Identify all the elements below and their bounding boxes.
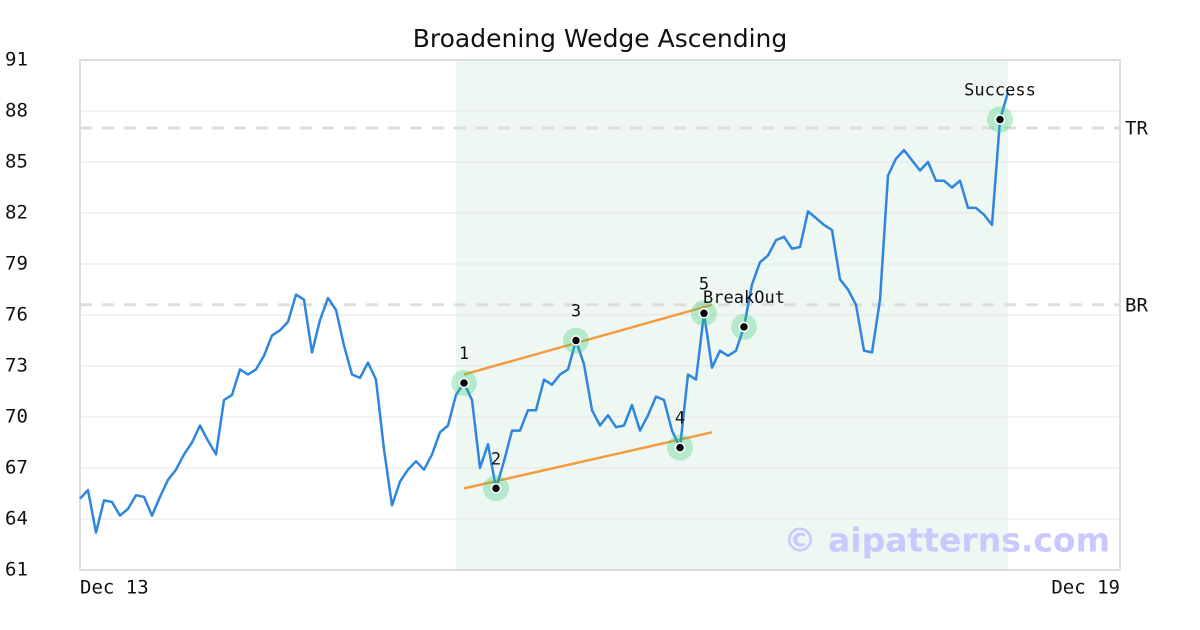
y-tick-label: 61 [5,559,28,581]
y-tick-label: 73 [5,355,28,377]
point-dot [698,308,710,319]
point-label: 2 [491,449,501,469]
point-dot [570,335,582,346]
y-tick-label: 64 [5,508,28,530]
y-tick-label: 67 [5,457,28,479]
point-label: 5 [699,274,709,294]
chart-title: Broadening Wedge Ascending [413,24,788,53]
level-label: TR [1125,118,1148,140]
point-label: BreakOut [703,288,785,308]
trend-line [463,303,713,376]
y-tick-label: 79 [5,253,28,275]
y-tick-label: 85 [5,151,28,173]
point-label: Success [964,81,1036,101]
point-label: 3 [571,302,581,322]
y-tick-label: 91 [5,49,28,71]
point-label: 1 [459,344,469,364]
level-label: BR [1125,294,1148,316]
trend-line [463,431,713,490]
y-tick-label: 82 [5,202,28,224]
price-line [79,91,1010,534]
plot-frame [79,59,1121,571]
x-tick-label: Dec 19 [1051,577,1120,599]
point-dot [994,114,1006,125]
point-label: 4 [675,409,685,429]
point-dot [458,377,470,389]
x-tick-label: Dec 13 [80,577,149,599]
y-tick-label: 76 [5,304,28,326]
point-dot [738,321,750,333]
point-dot [674,442,686,453]
y-tick-label: 70 [5,406,28,428]
point-dot [490,483,502,494]
watermark: © aipatterns.com [784,521,1110,560]
y-tick-label: 88 [5,100,28,122]
